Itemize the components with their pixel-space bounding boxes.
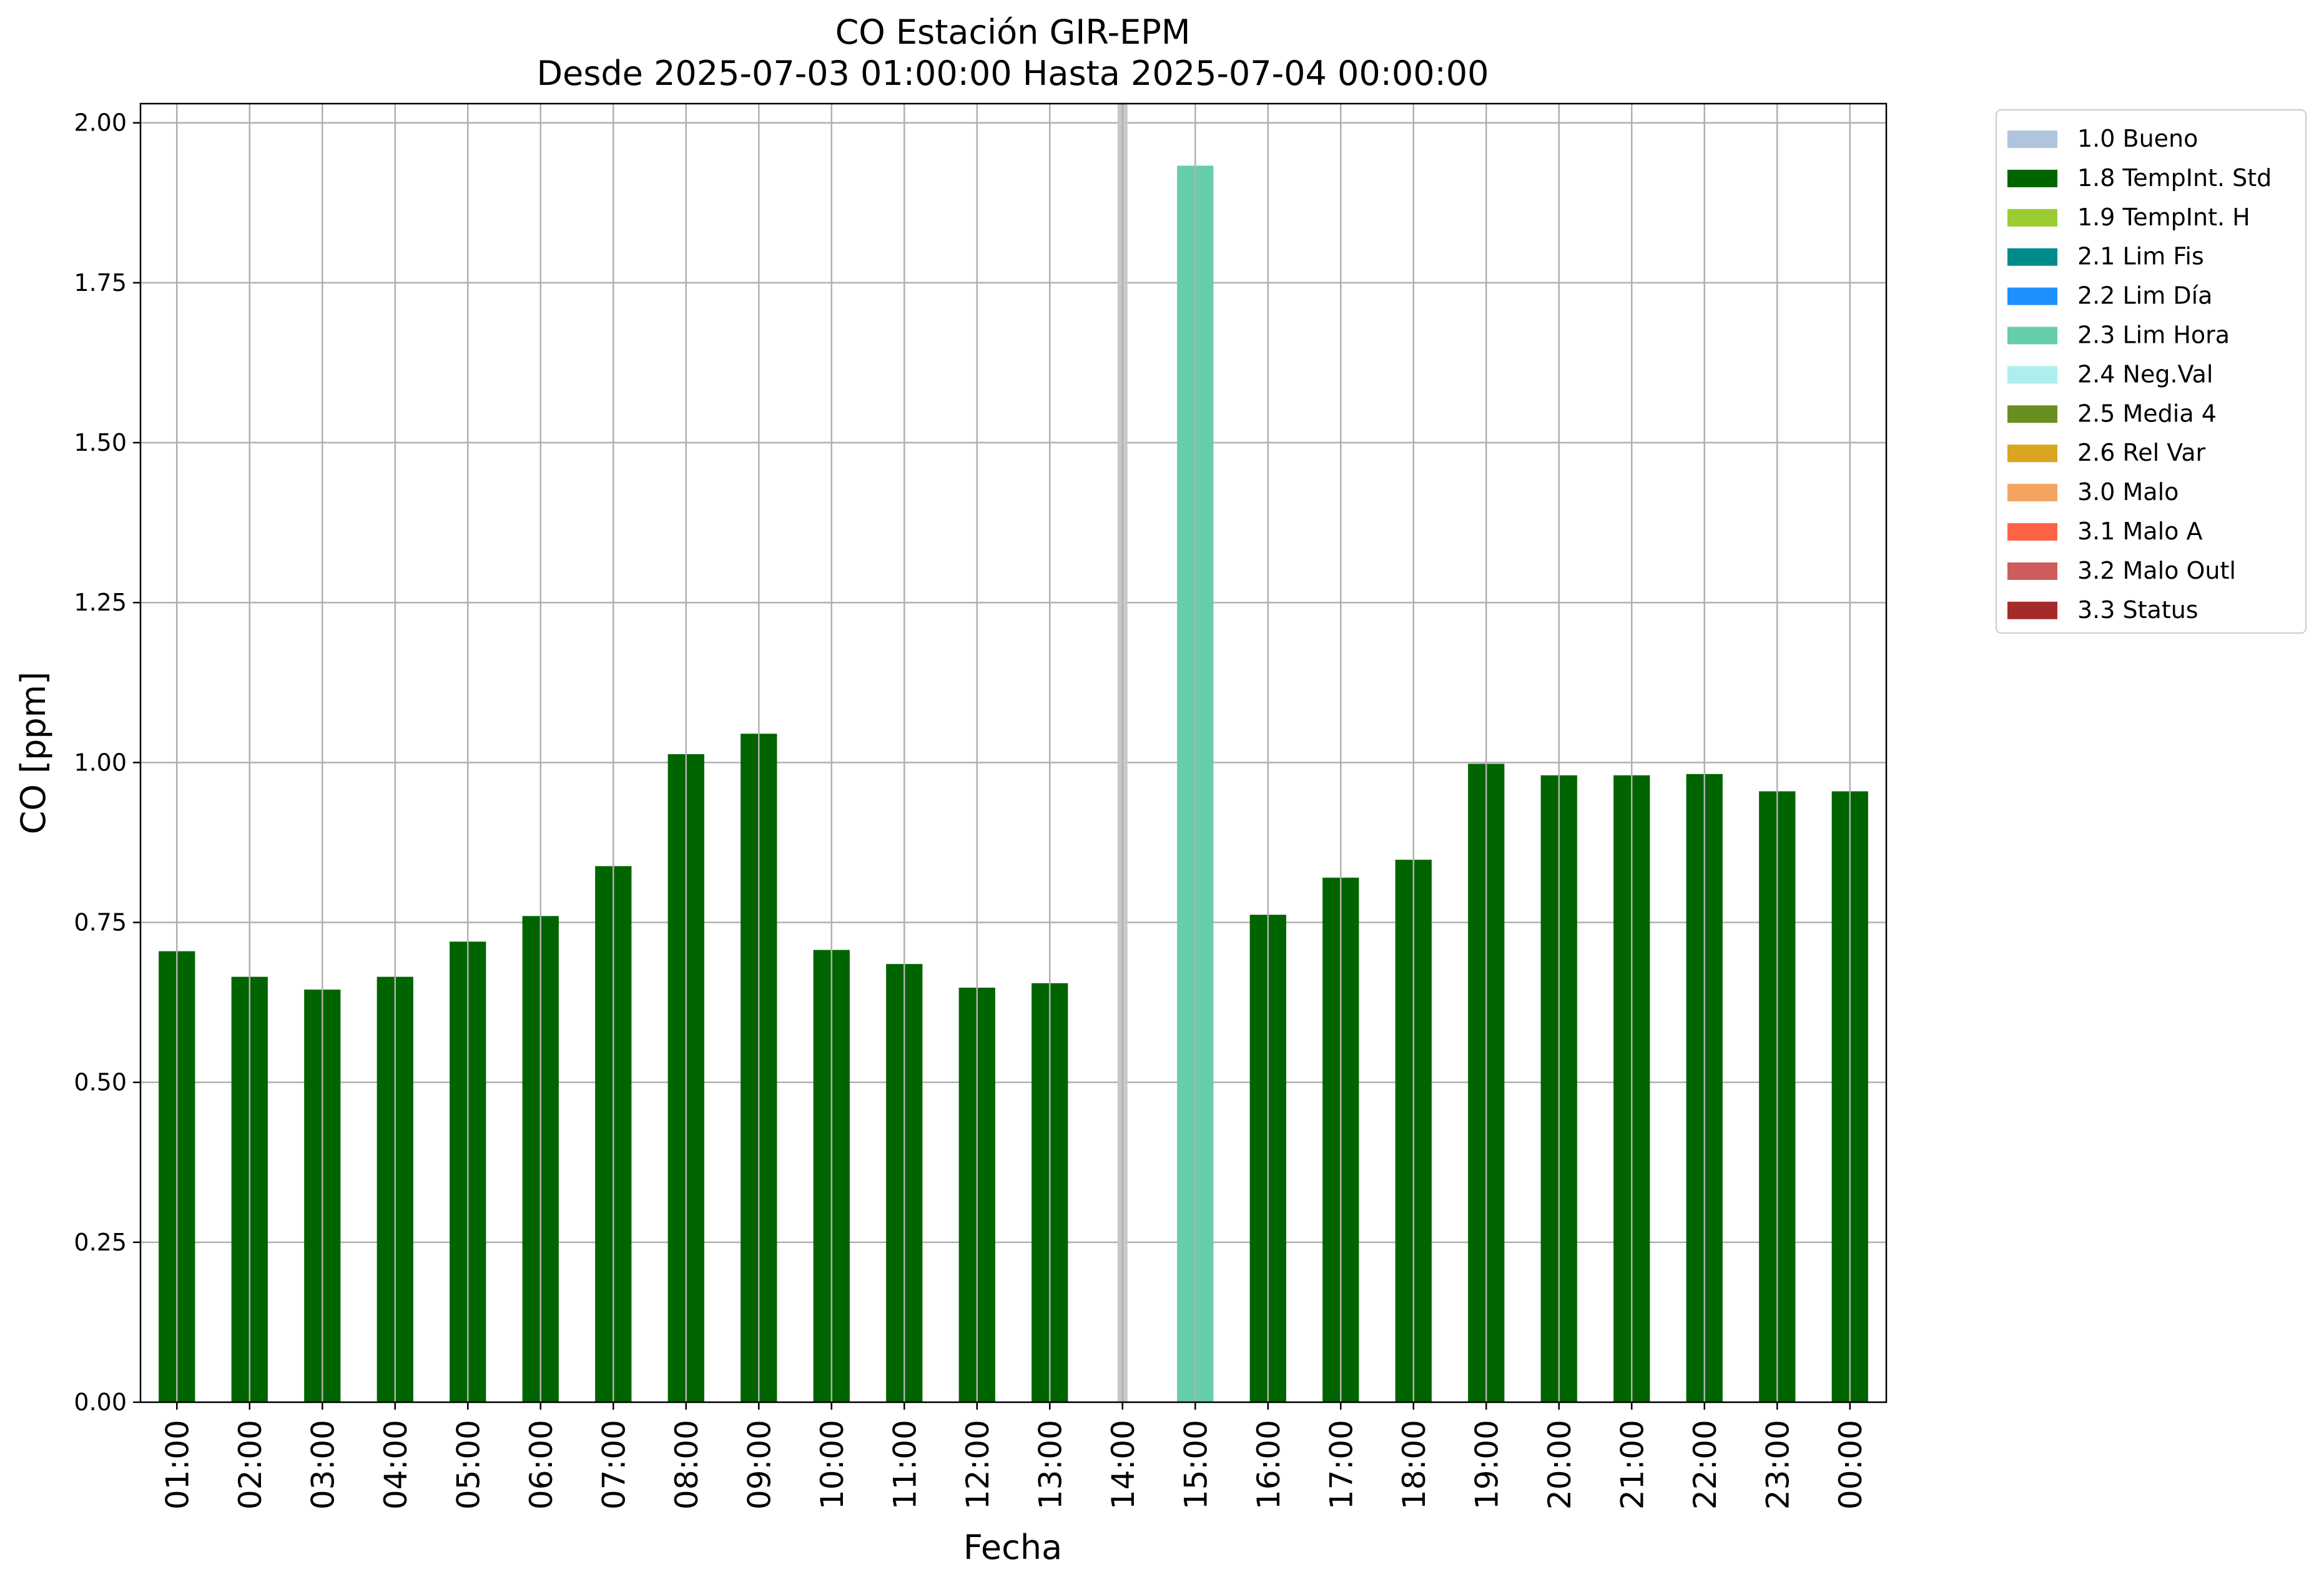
y-tick-label: 1.75 (74, 269, 127, 297)
legend-swatch (2007, 484, 2057, 502)
x-tick-label: 23:00 (1760, 1420, 1796, 1510)
x-tick-label: 09:00 (741, 1420, 777, 1510)
chart-title: CO Estación GIR-EPM (835, 12, 1191, 52)
legend: 1.0 Bueno 1.8 TempInt. Std 1.9 TempInt. H 2… (1996, 109, 2307, 634)
x-tick-label: 12:00 (960, 1420, 996, 1510)
plot-frame (139, 102, 1888, 1403)
legend-label: 2.5 Media 4 (2077, 400, 2217, 427)
legend-swatch (2007, 405, 2057, 423)
plot-background (140, 104, 1886, 1402)
x-tick-label: 13:00 (1032, 1420, 1068, 1510)
legend-swatch (2007, 209, 2057, 227)
x-tick-label: 00:00 (1833, 1420, 1869, 1510)
legend-swatch (2007, 523, 2057, 541)
legend-swatch (2007, 169, 2057, 187)
x-tick-label: 04:00 (378, 1420, 414, 1510)
x-tick-label: 17:00 (1323, 1420, 1359, 1510)
legend-label: 2.6 Rel Var (2077, 439, 2206, 466)
y-tick-label: 1.00 (74, 749, 127, 776)
legend-label: 2.3 Lim Hora (2077, 322, 2230, 349)
y-tick-label: 1.50 (74, 429, 127, 456)
legend-swatch (2007, 287, 2057, 305)
y-tick-label: 1.25 (74, 589, 127, 616)
legend-swatch (2007, 248, 2057, 266)
x-tick-label: 01:00 (159, 1420, 195, 1510)
y-tick-label: 0.00 (74, 1388, 127, 1416)
x-axis-ticks: 01:00 02:00 03:00 04:00 05:00 06:00 07:00 08:00… (159, 1402, 1869, 1510)
legend-label: 3.1 Malo A (2077, 518, 2202, 545)
legend-label: 3.3 Status (2077, 596, 2198, 624)
chart-subtitle: Desde 2025-07-03 01:00:00 Hasta 2025-07-… (536, 54, 1489, 93)
legend-label: 2.4 Neg.Val (2077, 360, 2213, 388)
legend-box (1996, 109, 2307, 634)
x-tick-label: 07:00 (596, 1420, 632, 1510)
x-tick-label: 20:00 (1542, 1420, 1578, 1510)
legend-label: 1.0 Bueno (2077, 125, 2198, 152)
x-tick-label: 15:00 (1178, 1420, 1214, 1510)
legend-swatch (2007, 130, 2057, 148)
x-grid-lines (176, 104, 1851, 1402)
grid-lines (140, 122, 1886, 1403)
legend-swatch (2007, 366, 2057, 384)
legend-swatch (2007, 562, 2057, 580)
y-axis-label: CO [ppm] (14, 672, 53, 835)
x-tick-label: 03:00 (305, 1420, 341, 1510)
x-axis-label: Fecha (963, 1528, 1062, 1567)
legend-swatch (2007, 445, 2057, 463)
x-tick-label: 19:00 (1469, 1420, 1505, 1510)
legend-label: 1.8 TempInt. Std (2077, 164, 2272, 192)
x-tick-label: 14:00 (1105, 1420, 1141, 1510)
x-tick-label: 16:00 (1251, 1420, 1287, 1510)
x-tick-label: 08:00 (669, 1420, 705, 1510)
x-tick-label: 05:00 (450, 1420, 486, 1510)
legend-label: 1.9 TempInt. H (2077, 204, 2250, 231)
y-tick-label: 0.25 (74, 1229, 127, 1256)
y-tick-label: 2.00 (74, 109, 127, 137)
legend-swatch (2007, 601, 2057, 619)
x-tick-label: 21:00 (1614, 1420, 1650, 1510)
legend-label: 3.2 Malo Outl (2077, 557, 2236, 584)
x-tick-label: 22:00 (1687, 1420, 1723, 1510)
x-tick-label: 10:00 (814, 1420, 850, 1510)
y-tick-label: 0.75 (74, 909, 127, 936)
x-tick-label: 06:00 (523, 1420, 559, 1510)
legend-swatch (2007, 327, 2057, 345)
x-tick-label: 18:00 (1396, 1420, 1432, 1510)
y-tick-label: 0.50 (74, 1069, 127, 1096)
x-tick-label: 11:00 (887, 1420, 923, 1510)
legend-label: 2.1 Lim Fis (2077, 243, 2204, 270)
x-tick-label: 02:00 (232, 1420, 268, 1510)
legend-label: 2.2 Lim Día (2077, 282, 2212, 310)
legend-label: 3.0 Malo (2077, 478, 2179, 506)
y-axis-ticks: 0.00 0.25 0.50 0.75 1.00 1.25 1.50 1.75 2.00 (74, 109, 140, 1416)
